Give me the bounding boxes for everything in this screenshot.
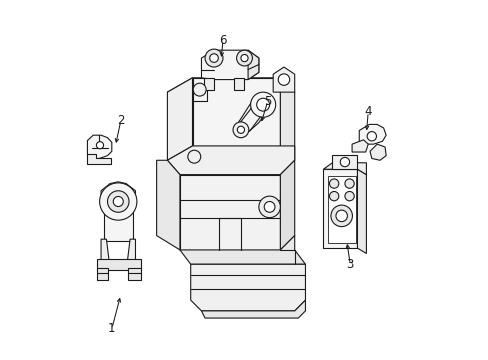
Circle shape bbox=[329, 192, 338, 201]
Text: 1: 1 bbox=[108, 322, 115, 335]
Polygon shape bbox=[87, 154, 111, 164]
Polygon shape bbox=[204, 78, 214, 90]
Polygon shape bbox=[180, 235, 305, 264]
Polygon shape bbox=[128, 268, 140, 280]
Circle shape bbox=[237, 126, 244, 134]
Circle shape bbox=[278, 74, 289, 85]
Polygon shape bbox=[234, 101, 269, 134]
Circle shape bbox=[100, 183, 137, 220]
Polygon shape bbox=[156, 160, 180, 250]
Polygon shape bbox=[351, 140, 367, 152]
Circle shape bbox=[335, 210, 346, 222]
Circle shape bbox=[209, 54, 218, 62]
Circle shape bbox=[250, 92, 275, 117]
Polygon shape bbox=[104, 203, 132, 241]
Polygon shape bbox=[167, 78, 294, 107]
Circle shape bbox=[258, 196, 280, 218]
Circle shape bbox=[96, 141, 103, 149]
Polygon shape bbox=[167, 146, 294, 175]
Circle shape bbox=[256, 98, 269, 111]
Circle shape bbox=[233, 122, 248, 138]
Polygon shape bbox=[327, 176, 355, 243]
Text: 2: 2 bbox=[117, 114, 124, 127]
Polygon shape bbox=[369, 144, 386, 160]
Polygon shape bbox=[280, 78, 294, 160]
Polygon shape bbox=[332, 155, 357, 169]
Circle shape bbox=[344, 192, 353, 201]
Polygon shape bbox=[192, 78, 280, 146]
Text: 5: 5 bbox=[264, 95, 271, 108]
Polygon shape bbox=[127, 239, 135, 262]
Polygon shape bbox=[101, 239, 109, 262]
Circle shape bbox=[193, 83, 206, 96]
Text: 3: 3 bbox=[346, 258, 353, 271]
Text: 4: 4 bbox=[364, 105, 371, 118]
Polygon shape bbox=[359, 125, 386, 144]
Polygon shape bbox=[180, 175, 280, 250]
Circle shape bbox=[344, 179, 353, 188]
Circle shape bbox=[330, 205, 352, 226]
Circle shape bbox=[264, 202, 274, 212]
Circle shape bbox=[241, 54, 247, 62]
Circle shape bbox=[236, 50, 252, 66]
Polygon shape bbox=[233, 78, 244, 90]
Circle shape bbox=[340, 157, 349, 167]
Polygon shape bbox=[190, 264, 305, 311]
Circle shape bbox=[187, 150, 201, 163]
Polygon shape bbox=[87, 135, 112, 158]
Polygon shape bbox=[280, 160, 294, 250]
Text: 6: 6 bbox=[219, 33, 226, 47]
Polygon shape bbox=[201, 50, 258, 80]
Polygon shape bbox=[97, 268, 108, 280]
Circle shape bbox=[366, 132, 376, 141]
Polygon shape bbox=[323, 163, 366, 175]
Polygon shape bbox=[357, 169, 366, 253]
Polygon shape bbox=[167, 78, 192, 160]
Circle shape bbox=[329, 179, 338, 188]
Circle shape bbox=[107, 191, 129, 212]
Polygon shape bbox=[247, 50, 258, 80]
Polygon shape bbox=[201, 300, 305, 318]
Polygon shape bbox=[323, 169, 357, 248]
Circle shape bbox=[204, 49, 223, 67]
Polygon shape bbox=[101, 182, 135, 205]
Circle shape bbox=[113, 197, 123, 207]
Polygon shape bbox=[273, 67, 294, 92]
Polygon shape bbox=[97, 259, 140, 270]
